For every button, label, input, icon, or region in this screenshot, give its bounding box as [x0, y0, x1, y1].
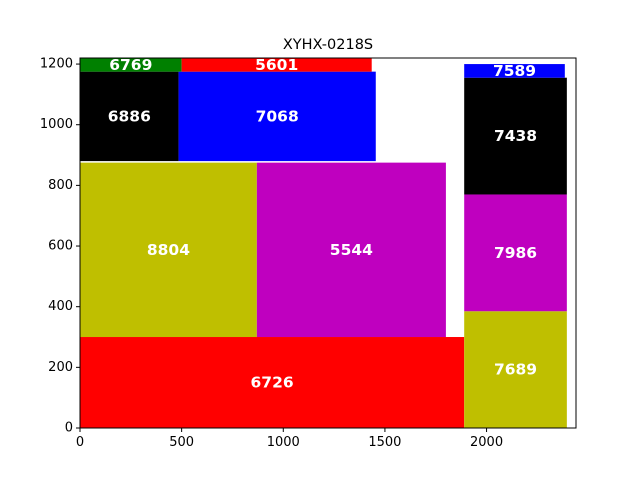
rect-5601 — [181, 58, 372, 72]
rect-5544 — [256, 162, 446, 338]
rect-label-7986: 7986 — [494, 244, 537, 262]
rect-label-7068: 7068 — [256, 107, 299, 125]
rect-6769 — [80, 58, 182, 72]
rect-label-7689: 7689 — [494, 361, 537, 379]
rect-label-7589: 7589 — [493, 62, 536, 80]
rect-8804 — [80, 162, 257, 338]
x-tick-label: 1500 — [368, 435, 401, 450]
y-tick-label: 1000 — [40, 117, 73, 132]
rect-label-8804: 8804 — [147, 241, 190, 259]
x-tick-label: 2000 — [470, 435, 503, 450]
x-tick-label: 500 — [169, 435, 194, 450]
rect-6726 — [80, 337, 465, 428]
axes-layer: 0 500 1000 1500 2000 0 200 400 600 800 1000 1200 — [40, 57, 503, 450]
y-tick-label: 0 — [65, 421, 73, 436]
rect-7438 — [464, 77, 567, 195]
y-tick-label: 200 — [48, 360, 73, 375]
rect-label-6886: 6886 — [108, 107, 151, 125]
rect-label-5544: 5544 — [330, 241, 373, 259]
y-tick-label: 1200 — [40, 57, 73, 72]
rect-7689 — [464, 311, 567, 428]
rect-label-6726: 6726 — [251, 374, 294, 392]
plot-frame — [79, 57, 577, 429]
x-tick-label: 0 — [76, 435, 84, 450]
y-tick-label: 800 — [48, 178, 73, 193]
rect-6886 — [80, 71, 179, 162]
x-tick-label: 1000 — [267, 435, 300, 450]
rect-label-6769: 6769 — [109, 56, 152, 74]
rect-7589 — [464, 64, 565, 78]
y-tick-label: 600 — [48, 239, 73, 254]
y-tick-label: 400 — [48, 299, 73, 314]
chart-title: XYHX-0218S — [283, 37, 373, 53]
rects-layer: 6726 8804 5544 6886 7068 6769 5601 7689 7986 7438… — [80, 56, 567, 428]
rect-7068 — [178, 71, 376, 162]
rect-7986 — [464, 194, 567, 312]
rect-label-7438: 7438 — [494, 127, 537, 145]
rect-label-5601: 5601 — [255, 56, 298, 74]
